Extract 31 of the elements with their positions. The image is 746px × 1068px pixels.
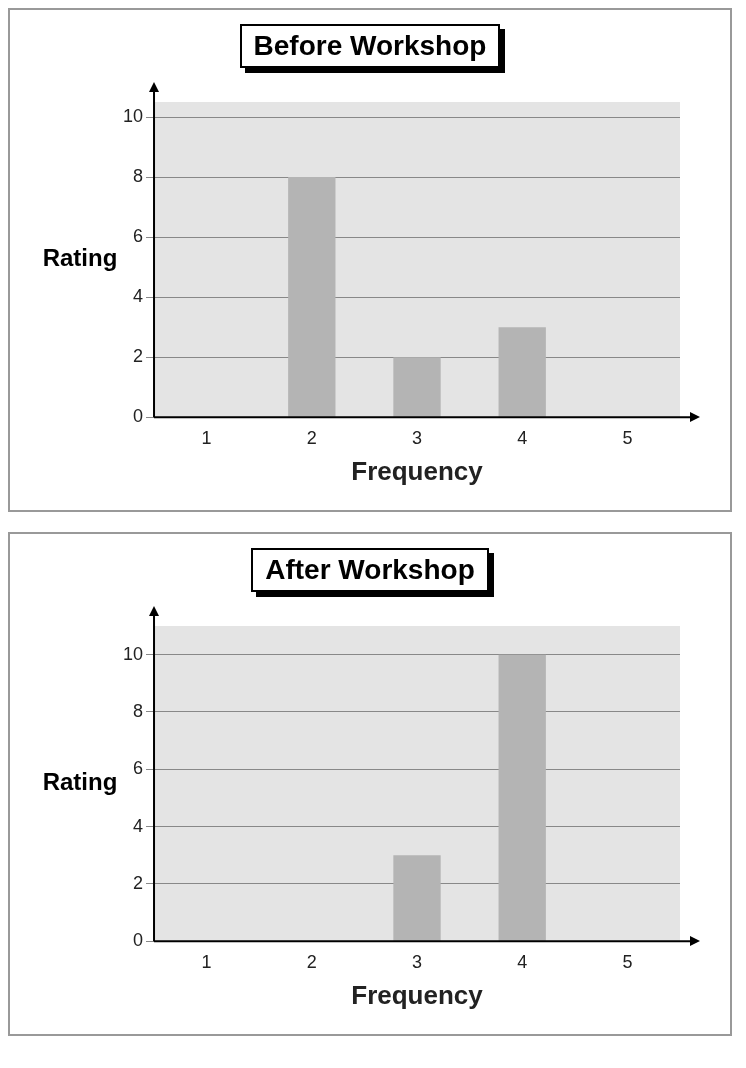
bar bbox=[393, 357, 441, 417]
x-tick-label: 3 bbox=[412, 427, 423, 448]
x-tick-label: 2 bbox=[306, 951, 317, 972]
y-axis-title: Rating bbox=[42, 768, 118, 796]
y-tick-label: 8 bbox=[133, 166, 144, 187]
x-axis-title: Frequency bbox=[351, 455, 484, 486]
chart-title: After Workshop bbox=[251, 548, 489, 592]
y-axis-title: Rating bbox=[42, 244, 118, 272]
y-tick-label: 6 bbox=[133, 758, 144, 779]
y-tick-label: 2 bbox=[133, 872, 144, 893]
x-tick-label: 1 bbox=[201, 951, 212, 972]
x-axis-title: Frequency bbox=[351, 979, 484, 1010]
y-tick-label: 0 bbox=[133, 930, 144, 951]
chart-title: Before Workshop bbox=[239, 24, 501, 68]
y-tick-label: 4 bbox=[133, 815, 144, 836]
x-tick-label: 5 bbox=[622, 951, 633, 972]
x-tick-label: 5 bbox=[622, 427, 633, 448]
y-tick-label: 10 bbox=[122, 105, 144, 126]
y-tick-label: 10 bbox=[122, 643, 144, 664]
y-tick-label: 8 bbox=[133, 700, 144, 721]
y-tick-label: 0 bbox=[133, 406, 144, 427]
x-tick-label: 4 bbox=[517, 951, 528, 972]
y-tick-label: 6 bbox=[133, 226, 144, 247]
x-tick-label: 3 bbox=[412, 951, 423, 972]
bar bbox=[498, 327, 546, 417]
x-tick-label: 4 bbox=[517, 427, 528, 448]
y-tick-label: 4 bbox=[133, 286, 144, 307]
y-tick-label: 2 bbox=[133, 346, 144, 367]
x-tick-label: 1 bbox=[201, 427, 212, 448]
bar bbox=[288, 177, 336, 417]
x-tick-label: 2 bbox=[306, 427, 317, 448]
